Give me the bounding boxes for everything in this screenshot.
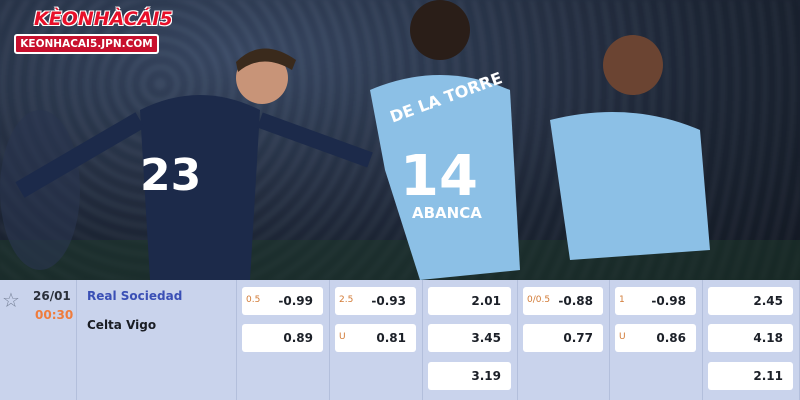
jersey-number-2: 23 <box>140 150 201 201</box>
odds-value: 3.45 <box>471 331 501 345</box>
odds-button[interactable]: 0/0.5 -0.88 <box>523 287 603 315</box>
odds-button[interactable]: U 0.81 <box>335 324 416 352</box>
odds-line: 1 <box>619 295 625 305</box>
odds-button[interactable]: 2.01 <box>428 287 511 315</box>
odds-line: 0/0.5 <box>527 295 551 305</box>
match-time: 00:30 <box>35 308 74 322</box>
odds-line: U <box>339 332 346 342</box>
away-team[interactable]: Celta Vigo <box>87 318 157 332</box>
site-logo: KÈONHÀCÁI5 KEONHACAI5.JPN.COM <box>14 8 173 54</box>
odds-col: 0.5 -0.99 0.89 <box>237 280 330 400</box>
odds-value: -0.93 <box>371 294 406 308</box>
odds-button[interactable]: 2.45 <box>708 287 793 315</box>
odds-table: ☆ 26/01 00:30 Real Sociedad Celta Vigo 0… <box>0 280 800 400</box>
odds-line: 0.5 <box>246 295 261 305</box>
odds-value: 2.01 <box>471 294 501 308</box>
odds-value: 0.77 <box>563 331 593 345</box>
match-date: 26/01 <box>33 289 71 303</box>
odds-button[interactable]: 4.18 <box>708 324 793 352</box>
odds-line: 2.5 <box>339 295 354 305</box>
teams-col: Real Sociedad Celta Vigo <box>77 280 237 400</box>
jersey-sponsor: ABANCA <box>412 204 482 222</box>
odds-button[interactable]: 3.45 <box>428 324 511 352</box>
odds-value: 2.45 <box>753 294 783 308</box>
odds-value: 2.11 <box>753 369 783 383</box>
odds-line: U <box>619 332 626 342</box>
odds-value: 0.89 <box>283 331 313 345</box>
home-team[interactable]: Real Sociedad <box>87 289 183 303</box>
odds-value: 0.81 <box>376 331 406 345</box>
match-photo: DE LA TORRE 14 ABANCA 23 KÈONHÀCÁI5 KEON… <box>0 0 800 280</box>
odds-button[interactable]: 3.19 <box>428 362 511 390</box>
players-illustration: DE LA TORRE 14 ABANCA 23 <box>0 0 800 280</box>
odds-value: -0.88 <box>558 294 593 308</box>
odds-col: 2.01 3.45 3.19 <box>423 280 518 400</box>
favorite-star-icon[interactable]: ☆ <box>2 288 20 312</box>
logo-url: KEONHACAI5.JPN.COM <box>14 34 159 54</box>
odds-button[interactable]: 1 -0.98 <box>615 287 696 315</box>
odds-button[interactable]: U 0.86 <box>615 324 696 352</box>
odds-col: 2.5 -0.93 U 0.81 <box>330 280 423 400</box>
odds-value: -0.98 <box>651 294 686 308</box>
odds-value: 4.18 <box>753 331 783 345</box>
odds-col: 0/0.5 -0.88 0.77 <box>518 280 610 400</box>
odds-button[interactable]: 0.77 <box>523 324 603 352</box>
match-time-col: ☆ 26/01 00:30 <box>0 280 77 400</box>
jersey-number: 14 <box>400 144 478 209</box>
logo-brand: KÈONHÀCÁI5 <box>34 8 173 30</box>
odds-value: 3.19 <box>471 369 501 383</box>
odds-col: 2.45 4.18 2.11 <box>703 280 800 400</box>
odds-value: -0.99 <box>278 294 313 308</box>
odds-value: 0.86 <box>656 331 686 345</box>
odds-button[interactable]: 0.5 -0.99 <box>242 287 323 315</box>
odds-button[interactable]: 2.11 <box>708 362 793 390</box>
odds-button[interactable]: 0.89 <box>242 324 323 352</box>
odds-col: 1 -0.98 U 0.86 <box>610 280 703 400</box>
odds-button[interactable]: 2.5 -0.93 <box>335 287 416 315</box>
